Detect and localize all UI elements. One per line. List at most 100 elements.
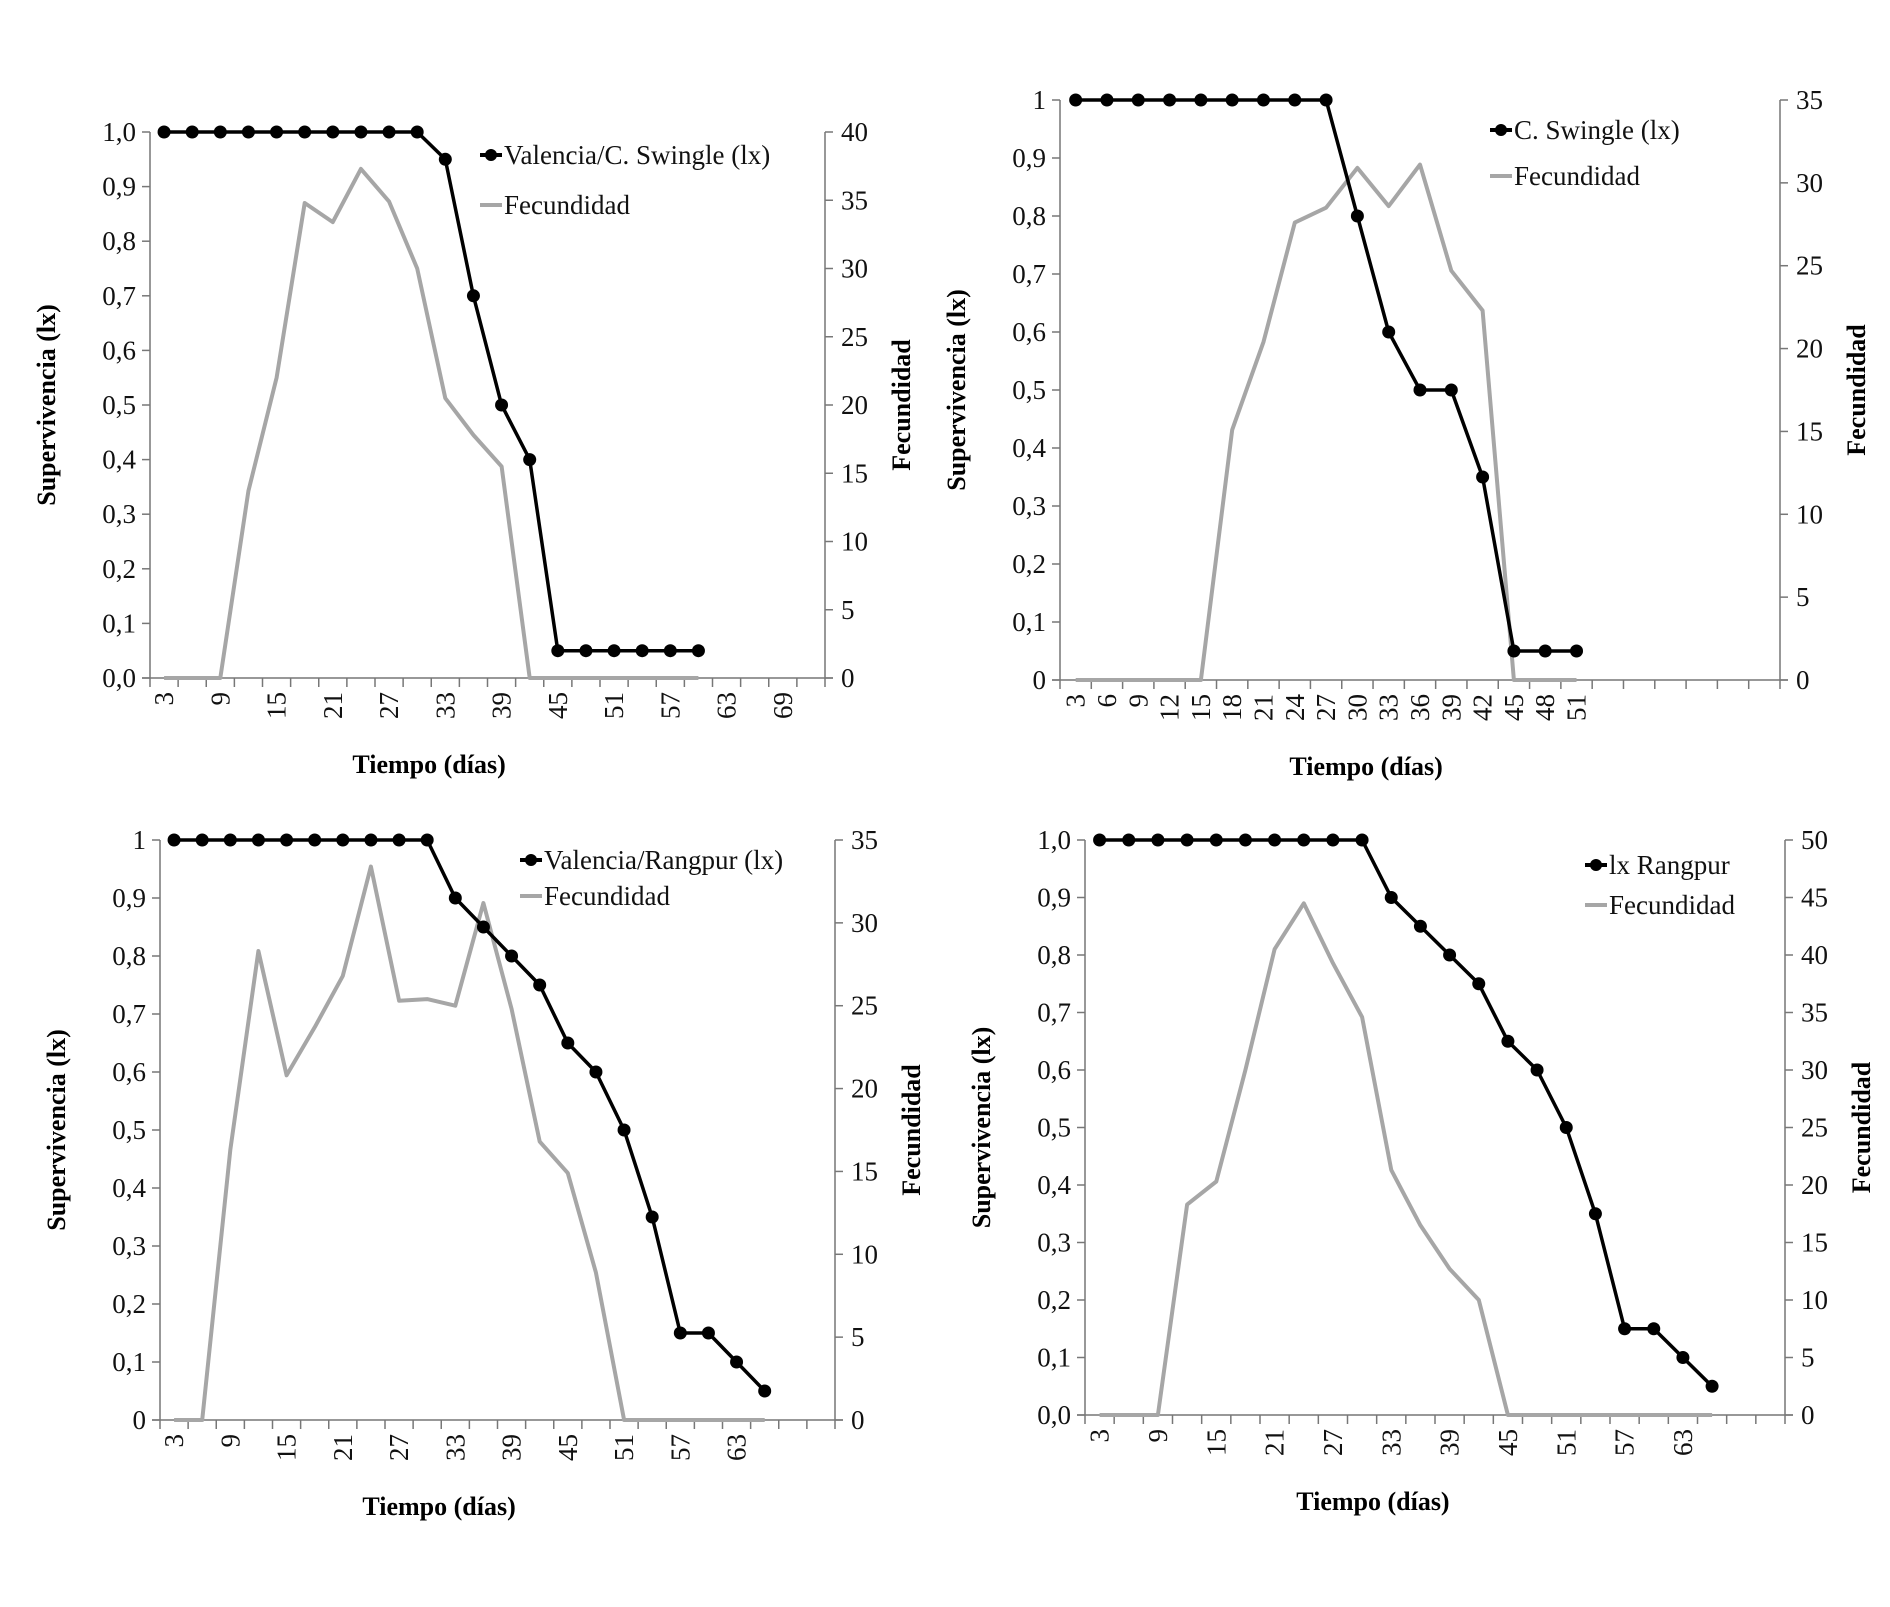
series-line-fecundidad [164,166,699,680]
data-point-lx [298,125,312,139]
x-tick-label: 27 [374,692,404,719]
y-axis-title-left: Supervivencia (lx) [945,289,971,491]
data-point-lx [1705,1379,1719,1393]
y-tick-label-right: 25 [851,991,878,1021]
y-tick-label-right: 10 [1801,1285,1828,1315]
y-tick-label-right: 0 [1796,665,1810,695]
legend-label: Fecundidad [504,190,630,220]
x-axis-title: Tiempo (días) [362,1492,515,1521]
data-point-lx [308,833,322,847]
data-point-lx [167,833,181,847]
series-line-lx [174,838,766,1393]
legend-marker-icon [1590,859,1602,871]
x-tick-label: 45 [553,1434,583,1461]
y-tick-label-left: 0,3 [1012,491,1046,521]
data-point-lx [336,833,350,847]
y-tick-label-right: 35 [851,825,878,855]
x-tick-label: 9 [1143,1429,1173,1443]
data-point-lx [589,1065,603,1079]
y-axis-title-left: Supervivencia (lx) [967,1027,996,1229]
y-tick-label-right: 40 [1801,940,1828,970]
y-tick-label-left: 0,3 [102,499,136,529]
data-point-lx [195,833,209,847]
data-point-lx [1319,93,1333,107]
data-point-lx [157,125,171,139]
y-tick-label-left: 0,7 [1037,998,1071,1028]
x-tick-label: 15 [272,1434,302,1461]
x-tick-label: 33 [1374,694,1404,721]
y-tick-label-left: 0,0 [1037,1400,1071,1430]
x-tick-label: 39 [497,1434,527,1461]
y-tick-label-right: 35 [1801,998,1828,1028]
data-point-lx [1355,833,1369,847]
data-point-lx [1501,1034,1515,1048]
data-point-lx [701,1326,715,1340]
chart-svg: 0,0 0,1 0,2 0,3 0,4 0,5 0,6 0,7 0,8 0,9 1,0 0 5 10 15 2… [967,825,1876,1516]
data-point-lx [1268,833,1282,847]
series-line-fecundidad [1099,901,1713,1417]
y-axis-title-right: Fecundidad [1847,1061,1876,1193]
data-point-lx [561,1036,575,1050]
y-tick-label-left: 0,4 [102,445,136,475]
y-axis-title-left: Supervivencia (lx) [42,1029,71,1231]
data-point-lx [280,833,294,847]
y-tick-label-left: 0,5 [1012,375,1046,405]
x-tick-label: 27 [1311,694,1341,721]
data-point-lx [1122,833,1136,847]
data-point-lx [1676,1351,1690,1364]
x-axis-title: Tiempo (días) [1296,1487,1449,1516]
data-point-lx [326,125,340,139]
y-axis-title-right: Fecundidad [897,1064,926,1196]
x-tick-label: 63 [722,1434,752,1461]
y-tick-label-left: 1,0 [1037,825,1071,855]
data-point-lx [241,125,255,139]
legend-marker-icon [1495,124,1507,136]
x-tick-label: 24 [1280,694,1310,722]
y-tick-label-left: 0,9 [112,883,146,913]
data-point-lx [523,453,537,467]
data-point-lx [448,891,462,905]
x-tick-label: 45 [543,692,573,719]
data-point-lx [1559,1121,1573,1134]
y-tick-label-left: 0,2 [102,554,136,584]
y-tick-label-right: 0 [841,663,855,693]
y-tick-label-left: 0,5 [102,390,136,420]
data-point-lx [730,1355,744,1369]
y-tick-label-left: 0,4 [1012,433,1046,463]
y-tick-label-left: 0,8 [1037,940,1071,970]
y-tick-label-left: 0,8 [112,941,146,971]
x-tick-label: 57 [1610,1429,1640,1456]
data-point-lx [1238,833,1252,847]
data-point-lx [354,125,368,139]
data-point-lx [1530,1063,1544,1077]
data-point-lx [1288,93,1302,107]
data-point-lx [1256,93,1270,107]
y-tick-label-right: 20 [1796,334,1823,364]
x-tick-label: 21 [328,1434,358,1461]
x-tick-label: 3 [1085,1429,1115,1443]
data-point-lx [551,644,565,658]
data-point-lx [645,1210,659,1224]
x-tick-label: 69 [768,692,798,719]
y-tick-label-left: 0,6 [102,335,136,365]
y-tick-label-left: 0,8 [102,226,136,256]
x-tick-label: 12 [1155,694,1185,721]
chart-panel-valencia-rangpur: 0 0,1 0,2 0,3 0,4 0,5 0,6 0,7 0,8 0,9 1 0 5 10 15 20 25 3… [0,790,945,1550]
data-point-lx [213,125,227,139]
y-tick-label-left: 0,1 [1037,1343,1071,1373]
y-tick-label-left: 0,5 [1037,1113,1071,1143]
y-tick-label-right: 5 [841,595,855,625]
series-line-lx [1099,838,1714,1388]
x-tick-label: 15 [262,692,292,719]
y-tick-label-left: 0 [1033,665,1047,695]
data-point-lx [1618,1322,1632,1336]
x-tick-label: 63 [712,692,742,719]
data-point-lx [1180,833,1194,847]
legend-label: C. Swingle (lx) [1514,115,1680,145]
x-tick-label: 18 [1217,694,1247,721]
y-tick-label-left: 0,8 [1012,201,1046,231]
y-tick-label-left: 0,9 [1037,883,1071,913]
chart-svg: 00,10,20,30,40,50,60,70,80,9105101520253… [42,825,926,1521]
y-tick-label-left: 0,4 [112,1173,146,1203]
y-axis-title-right: Fecundidad [1842,324,1871,456]
